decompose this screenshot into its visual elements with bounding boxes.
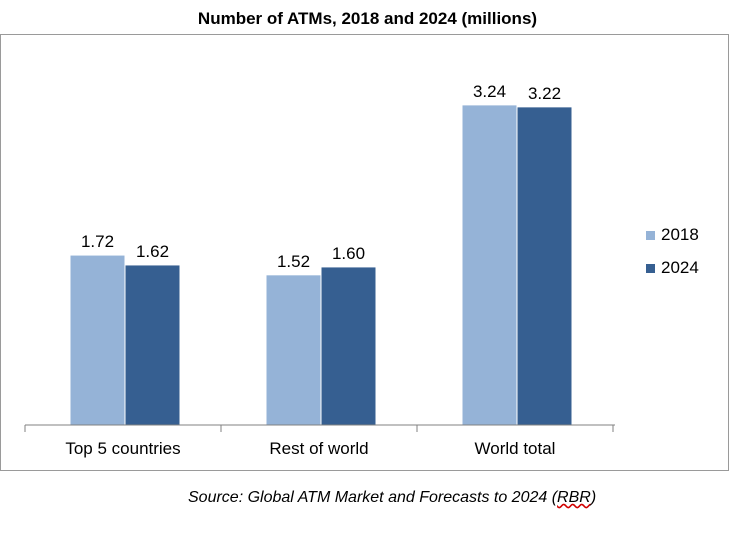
bar-2018-0 — [69, 254, 126, 426]
bar-2018-1 — [265, 274, 322, 426]
legend-label-2024: 2024 — [661, 258, 699, 277]
data-label-2024-1: 1.60 — [332, 244, 365, 263]
data-label-2018-0: 1.72 — [81, 232, 114, 251]
bar-2024-0 — [124, 264, 181, 426]
data-label-2018-1: 1.52 — [277, 252, 310, 271]
chart-title: Number of ATMs, 2018 and 2024 (millions) — [197, 9, 538, 28]
data-label-2024-0: 1.62 — [136, 242, 169, 261]
plot-frame — [0, 34, 729, 471]
source-abbr: RBR — [557, 489, 591, 506]
legend-swatch-2018 — [646, 231, 655, 240]
x-tick-label-1: Rest of world — [269, 439, 368, 458]
bar-2018-2 — [461, 104, 518, 426]
source-text: Source: Global ATM Market and Forecasts … — [188, 489, 558, 506]
x-tick-label-2: World total — [475, 439, 556, 458]
data-label-2024-2: 3.22 — [528, 84, 561, 103]
legend-label-2018: 2018 — [661, 225, 699, 244]
source-close: ) — [590, 489, 597, 506]
source-note: Source: Global ATM Market and Forecasts … — [188, 489, 596, 507]
x-tick-label-0: Top 5 countries — [65, 439, 180, 458]
data-label-2018-2: 3.24 — [473, 82, 506, 101]
bar-2024-2 — [516, 106, 573, 426]
legend-swatch-2024 — [646, 264, 655, 273]
bar-2024-1 — [320, 266, 377, 426]
